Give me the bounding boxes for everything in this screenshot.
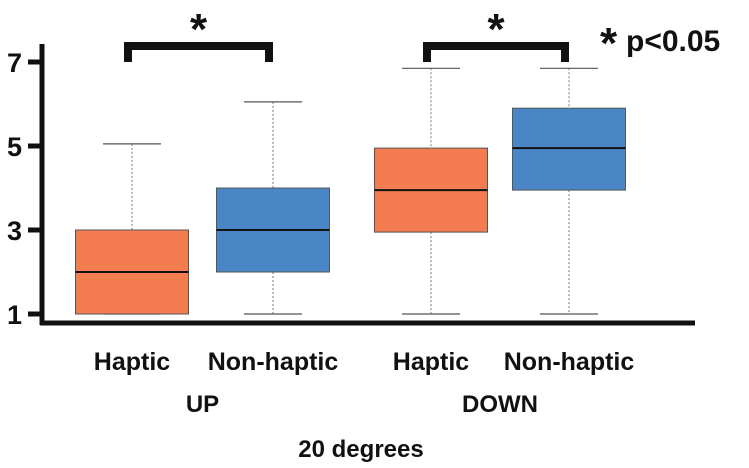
y-tick-label: 1 xyxy=(7,300,22,330)
category-label: Haptic xyxy=(393,348,470,376)
significance-note-star: * xyxy=(600,19,618,68)
category-label: Non-haptic xyxy=(504,348,635,376)
significance-star: * xyxy=(190,5,208,54)
box-iqr xyxy=(512,107,626,191)
significance-note-text: p<0.05 xyxy=(626,25,720,58)
y-tick-label: 3 xyxy=(7,216,22,246)
significance-star: * xyxy=(487,5,505,54)
significance-bracket xyxy=(423,42,569,62)
x-axis-title: 20 degrees xyxy=(298,436,423,463)
significance-bracket xyxy=(124,42,273,62)
group-label: DOWN xyxy=(462,391,538,418)
y-tick-label: 7 xyxy=(7,48,22,78)
category-label: Non-haptic xyxy=(208,348,339,376)
plot-area: 1 3 5 7 Haptic Non-haptic UP * Haptic Non-haptic D… xyxy=(7,5,695,418)
group-label: UP xyxy=(186,391,219,418)
y-tick-label: 5 xyxy=(7,132,22,162)
category-label: Haptic xyxy=(94,348,171,376)
